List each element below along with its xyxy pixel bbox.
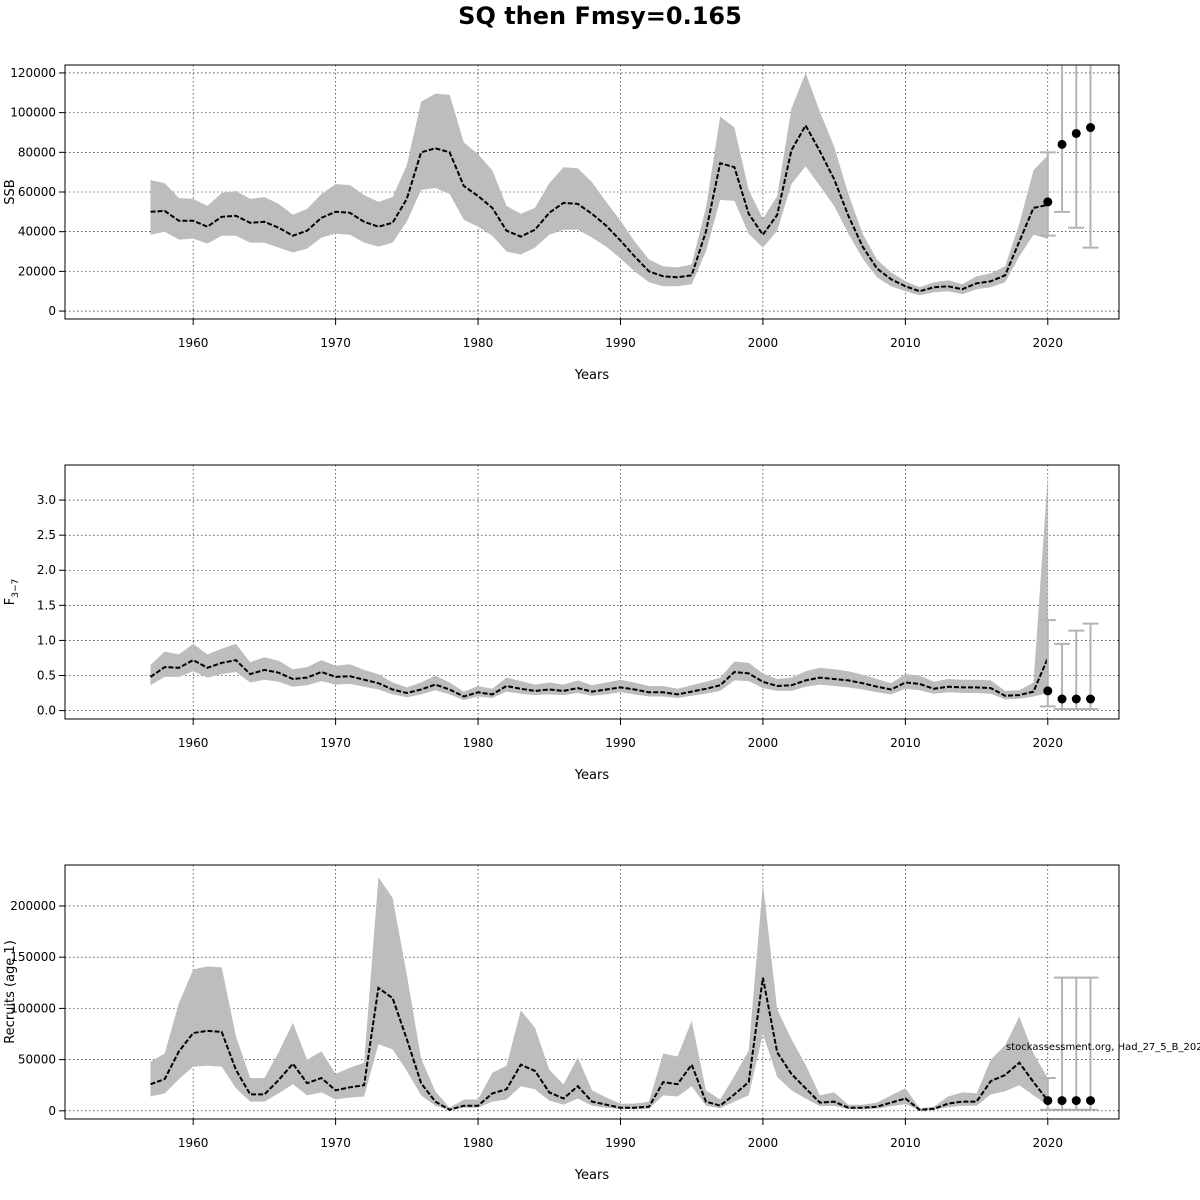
plot-frame	[64, 464, 1120, 720]
estimate-line	[150, 977, 1049, 1111]
x-tick-label: 1980	[463, 1136, 494, 1150]
x-tick-label: 1970	[320, 336, 351, 350]
y-tick-label: 100000	[10, 1001, 56, 1015]
forecast-point	[1043, 686, 1053, 696]
source-credit: stockassessment.org, Had_27_5_B_2021	[1006, 1042, 1200, 1053]
x-tick-label: 2020	[1033, 336, 1064, 350]
x-tick-label: 1980	[463, 736, 494, 750]
forecast-point	[1057, 694, 1067, 704]
y-axis-label: SSB	[3, 179, 18, 204]
forecast-point	[1043, 1096, 1053, 1106]
x-tick-label: 1990	[605, 736, 636, 750]
ssb-panel: 1960 1970 1980 1990 2000 2010 2020 0 20000 40000 6…	[3, 64, 1120, 383]
y-axis-label-subscript: 3−7	[11, 579, 21, 598]
x-tick-label: 2010	[890, 1136, 921, 1150]
x-tick-label: 1990	[605, 1136, 636, 1150]
confidence-band	[150, 877, 1048, 1111]
y-tick-label: 2.5	[37, 528, 56, 542]
chart-title: SQ then Fmsy=0.165	[458, 2, 742, 30]
y-tick-label: 0.0	[37, 704, 56, 718]
x-axis-label: Years	[574, 1168, 610, 1183]
forecast-point	[1057, 139, 1067, 149]
x-tick-label: 2020	[1033, 1136, 1064, 1150]
confidence-band	[150, 475, 1048, 701]
y-tick-label: 1.0	[37, 633, 56, 647]
y-axis-label: Recruits (age 1)	[3, 940, 18, 1044]
estimate-line	[149, 657, 1049, 698]
x-tick-label: 2020	[1033, 736, 1064, 750]
y-tick-label: 3.0	[37, 493, 56, 507]
y-tick-label: 0	[48, 304, 56, 318]
x-tick-label: 2000	[748, 1136, 779, 1150]
forecast-point	[1086, 1096, 1096, 1106]
fbar-panel: 1960 1970 1980 1990 2000 2010 2020 0.0 0.5 1.0 1.5…	[3, 464, 1120, 783]
x-tick-label: 1990	[605, 336, 636, 350]
x-tick-label: 1960	[178, 336, 209, 350]
forecast-point	[1057, 1096, 1067, 1106]
y-tick-label: 80000	[18, 145, 56, 159]
x-axis-label: Years	[574, 368, 610, 383]
forecast-point	[1071, 128, 1081, 138]
y-tick-label: 150000	[10, 950, 56, 964]
forecast-point	[1043, 197, 1053, 207]
x-tick-label: 2000	[748, 336, 779, 350]
x-tick-label: 1970	[320, 1136, 351, 1150]
y-axis-label: F3−7	[3, 579, 21, 605]
y-tick-label: 60000	[18, 185, 56, 199]
y-tick-label: 200000	[10, 899, 56, 913]
y-tick-label: 0.5	[37, 668, 56, 682]
recruits-panel: 1960 1970 1980 1990 2000 2010 2020 0 50000 100000…	[3, 864, 1120, 1183]
x-tick-label: 2010	[890, 336, 921, 350]
x-tick-label: 1960	[178, 1136, 209, 1150]
y-tick-label: 20000	[18, 264, 56, 278]
y-tick-label: 40000	[18, 225, 56, 239]
estimate-line	[150, 123, 1049, 293]
y-tick-label: 120000	[10, 66, 56, 80]
x-axis-label: Years	[574, 768, 610, 783]
y-tick-label: 50000	[18, 1053, 56, 1067]
confidence-band	[150, 72, 1048, 296]
x-tick-label: 1980	[463, 336, 494, 350]
x-tick-label: 2010	[890, 736, 921, 750]
y-tick-label: 0	[48, 1104, 56, 1118]
forecast-point	[1071, 694, 1081, 704]
x-tick-label: 1970	[320, 736, 351, 750]
y-tick-label: 1.5	[37, 598, 56, 612]
y-tick-label: 2.0	[37, 563, 56, 577]
y-tick-label: 100000	[10, 106, 56, 120]
forecast-point	[1086, 123, 1096, 133]
forecast-point	[1086, 694, 1096, 704]
x-tick-label: 2000	[748, 736, 779, 750]
x-tick-label: 1960	[178, 736, 209, 750]
plot-frame	[64, 864, 1120, 1120]
forecast-point	[1071, 1096, 1081, 1106]
